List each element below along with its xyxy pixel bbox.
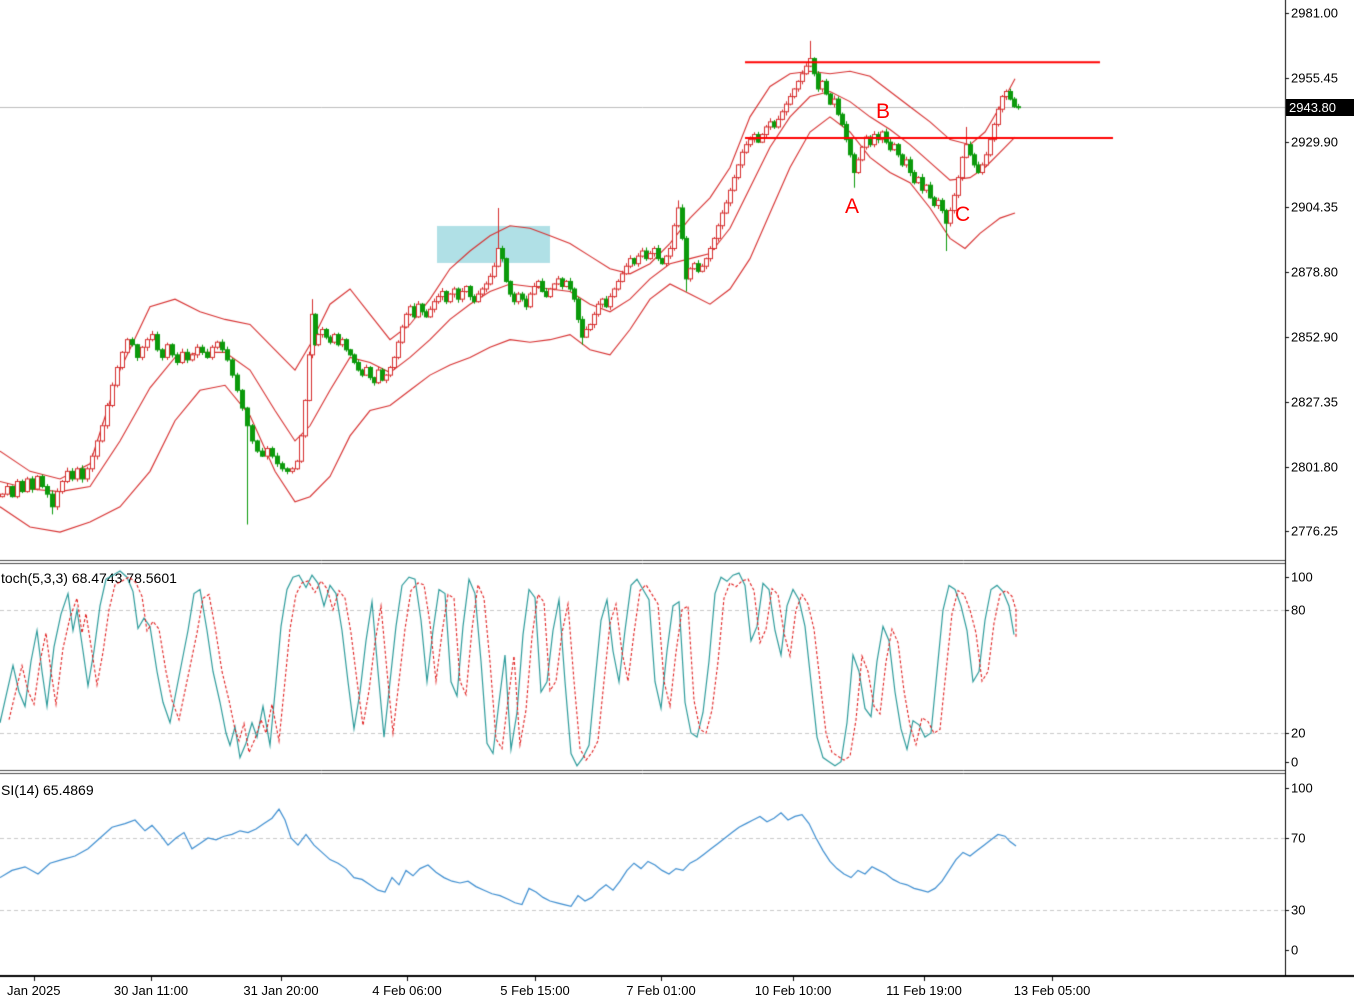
stochastic-axis-label: 100	[1291, 569, 1313, 585]
stochastic-axis-label: 20	[1291, 725, 1306, 741]
time-axis-label: 10 Feb 10:00	[754, 983, 832, 998]
rsi-axis-label: 0	[1291, 942, 1299, 958]
price-axis-label: 2827.35	[1291, 394, 1338, 410]
wave-annotation-c: C	[955, 203, 971, 226]
price-axis-label: 2801.80	[1291, 459, 1338, 475]
wave-annotation-b: B	[876, 100, 891, 123]
time-axis-label: 5 Feb 15:00	[500, 983, 570, 998]
price-axis-label: 2878.80	[1291, 264, 1338, 280]
stochastic-axis-label: 80	[1291, 602, 1306, 618]
time-axis-label: 7 Feb 01:00	[626, 983, 696, 998]
time-axis-label: Jan 2025	[7, 983, 61, 998]
stochastic-axis-label: 0	[1291, 754, 1299, 770]
time-axis-label: 31 Jan 20:00	[243, 983, 319, 998]
rsi-axis-label: 30	[1291, 902, 1306, 918]
price-axis-label: 2904.35	[1291, 199, 1338, 215]
time-axis-label: 4 Feb 06:00	[372, 983, 442, 998]
time-axis-label: 13 Feb 05:00	[1013, 983, 1091, 998]
current-price-badge: 2943.80	[1286, 99, 1354, 116]
time-axis-label: 11 Feb 19:00	[886, 983, 962, 998]
price-axis-label: 2776.25	[1291, 523, 1338, 539]
time-axis-label: 30 Jan 11:00	[113, 983, 189, 998]
price-axis-label: 2929.90	[1291, 134, 1338, 150]
wave-annotation-a: A	[845, 195, 860, 218]
rsi-axis-label: 70	[1291, 830, 1306, 846]
price-axis-label: 2852.90	[1291, 329, 1338, 345]
price-axis-label: 2955.45	[1291, 70, 1338, 86]
price-axis-label: 2981.00	[1291, 5, 1338, 21]
rsi-axis-label: 100	[1291, 780, 1313, 796]
